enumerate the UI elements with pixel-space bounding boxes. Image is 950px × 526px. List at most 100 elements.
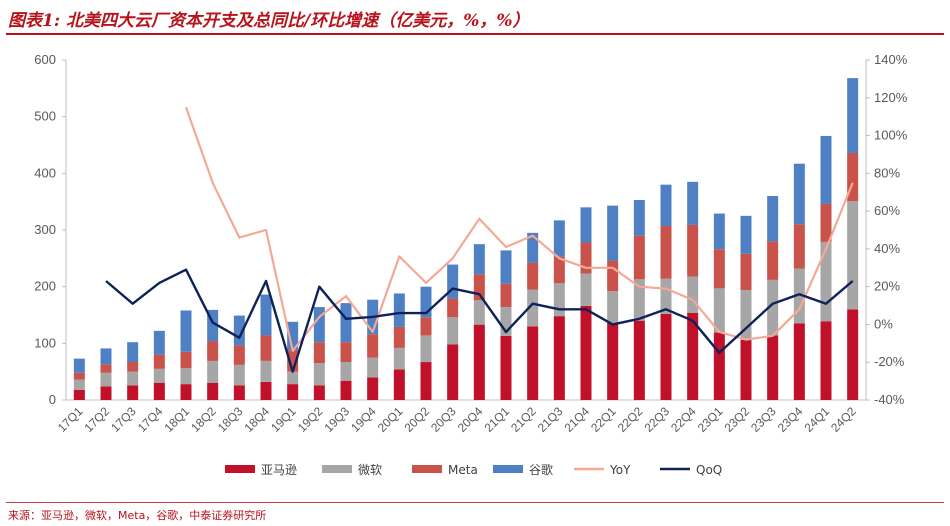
bar-microsoft xyxy=(580,273,592,306)
bar-microsoft xyxy=(340,362,352,381)
bar-amazon xyxy=(473,324,485,400)
bar-microsoft xyxy=(687,276,699,313)
bar-google xyxy=(820,135,832,204)
left-tick-label: 100 xyxy=(34,335,56,350)
bar-microsoft xyxy=(73,379,85,390)
bar-amazon xyxy=(580,305,592,400)
legend-swatch xyxy=(322,465,352,473)
bar-meta xyxy=(580,242,592,274)
legend-label: QoQ xyxy=(696,463,722,477)
source-rule xyxy=(6,502,944,503)
bar-google xyxy=(447,264,459,299)
bar-meta xyxy=(367,334,379,358)
bar-microsoft xyxy=(180,368,192,385)
bar-amazon xyxy=(820,321,832,400)
x-tick-label: 19Q2 xyxy=(295,404,326,435)
bar-meta xyxy=(153,354,165,369)
legend-label: 微软 xyxy=(358,463,382,477)
bar-microsoft xyxy=(767,279,779,336)
figure-number: 图表1: xyxy=(8,11,61,31)
bar-google xyxy=(207,309,219,342)
bar-google xyxy=(473,244,485,275)
bar-google xyxy=(607,205,619,261)
x-tick-label: 22Q1 xyxy=(588,404,619,435)
bar-microsoft xyxy=(207,360,219,383)
legend-label: 亚马逊 xyxy=(261,463,297,477)
bar-google xyxy=(740,215,752,254)
bar-microsoft xyxy=(287,371,299,385)
bar-meta xyxy=(847,152,859,202)
x-tick-label: 18Q3 xyxy=(215,404,246,435)
bar-google xyxy=(287,321,299,351)
x-tick-label: 17Q1 xyxy=(55,404,86,435)
bar-microsoft xyxy=(500,307,512,336)
bar-microsoft xyxy=(820,241,832,322)
bar-microsoft xyxy=(527,289,539,327)
left-tick-label: 0 xyxy=(49,392,56,407)
bar-meta xyxy=(180,351,192,369)
x-tick-label: 21Q1 xyxy=(481,404,512,435)
bar-google xyxy=(767,196,779,242)
bar-meta xyxy=(73,372,85,380)
bar-amazon xyxy=(793,323,805,400)
bar-amazon xyxy=(527,326,539,400)
bar-microsoft xyxy=(447,317,459,345)
bar-google xyxy=(793,163,805,225)
bar-meta xyxy=(393,326,405,348)
left-tick-label: 600 xyxy=(34,52,56,67)
x-tick-label: 22Q3 xyxy=(641,404,672,435)
bar-google xyxy=(127,342,139,363)
x-tick-label: 21Q4 xyxy=(561,404,592,435)
bar-microsoft xyxy=(793,268,805,324)
bar-microsoft xyxy=(393,347,405,370)
bar-amazon xyxy=(260,381,272,400)
bar-meta xyxy=(313,342,325,364)
bar-meta xyxy=(207,341,219,361)
bar-amazon xyxy=(73,389,85,400)
x-tick-label: 18Q2 xyxy=(188,404,219,435)
bar-microsoft xyxy=(473,300,485,325)
left-tick-label: 400 xyxy=(34,165,56,180)
bar-amazon xyxy=(607,322,619,400)
x-tick-label: 17Q3 xyxy=(108,404,139,435)
x-tick-label: 20Q2 xyxy=(401,404,432,435)
bar-google xyxy=(847,78,859,153)
bar-meta xyxy=(500,283,512,308)
bar-microsoft xyxy=(153,368,165,383)
legend-label: Meta xyxy=(448,463,478,477)
bar-meta xyxy=(740,253,752,291)
bar-amazon xyxy=(287,384,299,400)
x-tick-label: 23Q2 xyxy=(721,404,752,435)
x-tick-label: 23Q3 xyxy=(748,404,779,435)
bar-meta xyxy=(340,342,352,363)
bar-google xyxy=(73,358,85,373)
bar-meta xyxy=(527,262,539,290)
bar-amazon xyxy=(233,385,245,400)
bar-meta xyxy=(713,249,725,289)
bar-stacks xyxy=(73,78,859,400)
x-tick-label: 21Q3 xyxy=(535,404,566,435)
right-tick-label: 100% xyxy=(874,128,908,143)
bar-google xyxy=(660,184,672,227)
bar-amazon xyxy=(180,384,192,400)
x-tick-label: 19Q3 xyxy=(321,404,352,435)
bar-amazon xyxy=(847,309,859,400)
bar-amazon xyxy=(633,320,645,400)
bar-amazon xyxy=(207,383,219,400)
right-tick-label: 40% xyxy=(874,241,900,256)
bar-meta xyxy=(260,335,272,361)
bar-meta xyxy=(287,350,299,372)
bar-amazon xyxy=(127,385,139,400)
bar-amazon xyxy=(553,316,565,400)
right-tick-label: 140% xyxy=(874,52,908,67)
bar-google xyxy=(527,232,539,263)
bar-microsoft xyxy=(313,363,325,386)
legend-swatch xyxy=(493,465,523,473)
title-rule xyxy=(6,33,944,35)
x-tick-label: 19Q4 xyxy=(348,404,379,435)
bar-meta xyxy=(233,345,245,365)
bar-google xyxy=(580,207,592,243)
x-tick-label: 23Q1 xyxy=(695,404,726,435)
bar-microsoft xyxy=(553,283,565,317)
bar-google xyxy=(313,307,325,343)
